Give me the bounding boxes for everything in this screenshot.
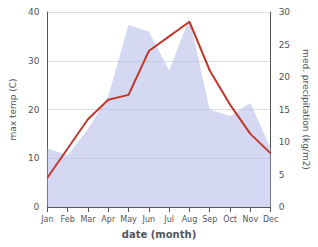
svg-text:15: 15 <box>279 105 290 115</box>
svg-text:30: 30 <box>279 7 291 17</box>
svg-text:Jun: Jun <box>142 215 156 224</box>
svg-text:40: 40 <box>28 7 40 17</box>
svg-text:med. precipitation (kg/m2): med. precipitation (kg/m2) <box>301 49 311 170</box>
svg-text:Nov: Nov <box>243 215 259 224</box>
svg-text:Oct: Oct <box>223 215 237 224</box>
svg-text:5: 5 <box>279 170 285 180</box>
svg-text:Jul: Jul <box>163 215 174 224</box>
svg-text:Dec: Dec <box>263 215 278 224</box>
svg-text:20: 20 <box>279 72 291 82</box>
svg-text:Apr: Apr <box>101 215 116 224</box>
svg-text:Jan: Jan <box>40 215 53 224</box>
svg-text:Sep: Sep <box>202 215 217 224</box>
svg-text:0: 0 <box>34 202 40 212</box>
svg-text:20: 20 <box>28 105 40 115</box>
svg-text:30: 30 <box>28 56 40 66</box>
svg-text:10: 10 <box>279 137 291 147</box>
svg-text:Aug: Aug <box>182 215 198 224</box>
svg-text:May: May <box>120 215 137 224</box>
svg-text:0: 0 <box>279 202 285 212</box>
svg-text:date (month): date (month) <box>122 229 196 240</box>
svg-text:25: 25 <box>279 40 290 50</box>
svg-text:Mar: Mar <box>80 215 96 224</box>
svg-text:max temp (C): max temp (C) <box>8 78 18 140</box>
svg-text:10: 10 <box>28 153 40 163</box>
svg-text:Feb: Feb <box>61 215 75 224</box>
